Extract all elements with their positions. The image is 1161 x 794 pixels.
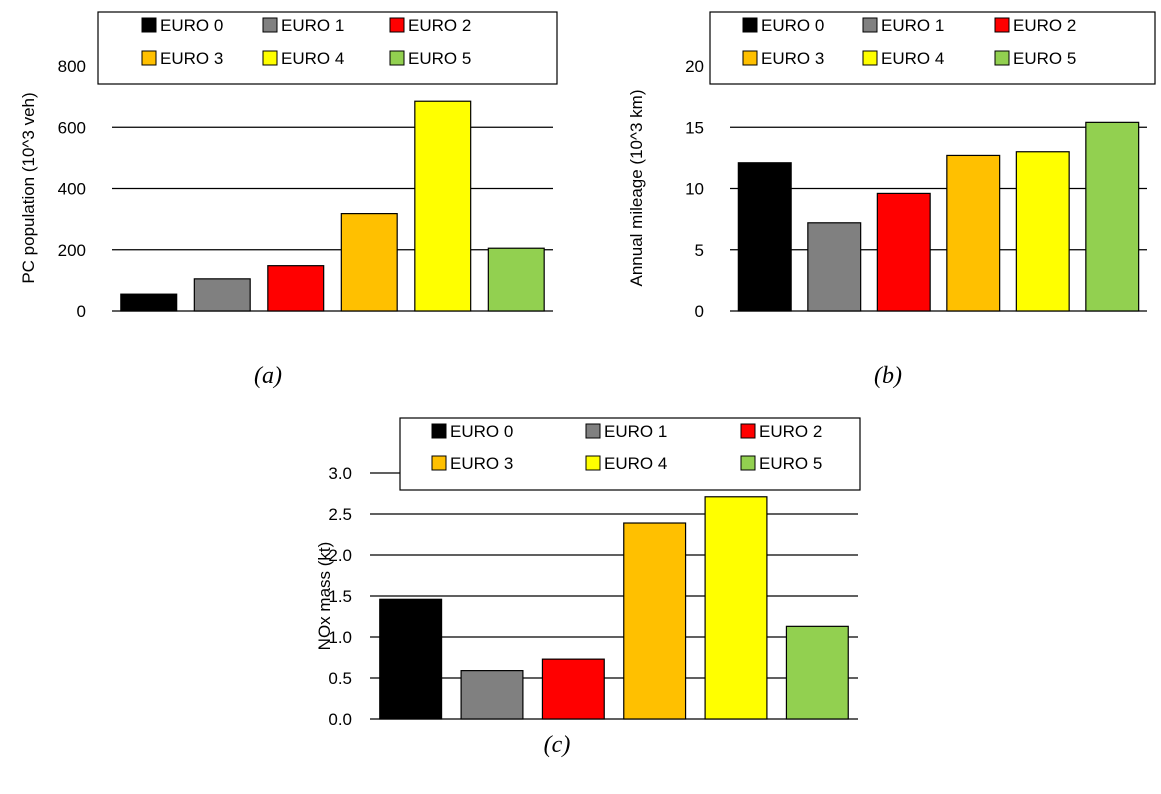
legend-label: EURO 2 [1013, 16, 1076, 35]
legend-label: EURO 2 [759, 422, 822, 441]
y-tick-label: 20 [685, 57, 704, 76]
legend-swatch-euro-2 [994, 17, 1010, 33]
bar-euro-2 [876, 192, 931, 312]
bar-euro-4 [704, 496, 768, 720]
panel-caption: (a) [254, 363, 282, 389]
bar-euro-1 [807, 222, 862, 312]
y-tick-label: 2.5 [328, 505, 352, 524]
y-axis-label: NOx mass (kt) [315, 542, 334, 651]
y-tick-label: 400 [58, 180, 86, 199]
y-tick-label: 0.5 [328, 669, 352, 688]
legend-label: EURO 0 [160, 16, 223, 35]
bar-euro-1 [193, 278, 251, 312]
legend-label: EURO 3 [450, 454, 513, 473]
legend-box [97, 11, 558, 85]
legend-label: EURO 4 [281, 49, 344, 68]
bar-euro-5 [487, 247, 545, 312]
legend: EURO 0 EURO 1 EURO 2 EURO 3 EURO 4 EURO 5 [97, 11, 558, 85]
legend-label: EURO 4 [881, 49, 944, 68]
y-tick-label: 0 [695, 302, 704, 321]
legend-swatch-euro-0 [141, 17, 157, 33]
bar-euro-2 [541, 658, 605, 720]
bar-euro-4 [1015, 151, 1070, 312]
legend-box [709, 11, 1156, 85]
y-tick-label: 15 [685, 118, 704, 137]
legend-label: EURO 2 [408, 16, 471, 35]
bar-euro-0 [379, 598, 443, 720]
legend-swatch-euro-5 [994, 50, 1010, 66]
legend-label: EURO 4 [604, 454, 667, 473]
chart-panel-0: 0 200 400 600 800 PC population (10^3 veh) EUR… [19, 11, 558, 389]
y-tick-label: 0.0 [328, 710, 352, 729]
legend-label: EURO 1 [281, 16, 344, 35]
panel-caption: (b) [874, 363, 902, 389]
y-tick-label: 600 [58, 118, 86, 137]
legend-label: EURO 5 [759, 454, 822, 473]
legend-swatch-euro-3 [141, 50, 157, 66]
y-tick-label: 3.0 [328, 464, 352, 483]
legend-swatch-euro-1 [862, 17, 878, 33]
bar-euro-3 [340, 213, 398, 312]
bar-euro-5 [1085, 121, 1140, 312]
legend-swatch-euro-4 [262, 50, 278, 66]
legend-swatch-euro-4 [862, 50, 878, 66]
legend-swatch-euro-5 [389, 50, 405, 66]
legend-swatch-euro-1 [262, 17, 278, 33]
bar-euro-4 [414, 100, 472, 312]
y-tick-label: 800 [58, 57, 86, 76]
legend-swatch-euro-0 [742, 17, 758, 33]
y-tick-label: 1.0 [328, 628, 352, 647]
y-axis-label: PC population (10^3 veh) [19, 92, 38, 283]
bar-euro-5 [785, 625, 849, 720]
legend-swatch-euro-3 [742, 50, 758, 66]
legend-label: EURO 3 [761, 49, 824, 68]
y-tick-label: 0 [77, 302, 86, 321]
legend-label: EURO 1 [604, 422, 667, 441]
y-tick-label: 200 [58, 241, 86, 260]
bar-euro-2 [267, 265, 325, 312]
y-tick-label: 5 [695, 241, 704, 260]
legend-label: EURO 0 [450, 422, 513, 441]
legend: EURO 0 EURO 1 EURO 2 EURO 3 EURO 4 EURO 5 [709, 11, 1156, 85]
legend-swatch-euro-0 [431, 423, 447, 439]
legend-label: EURO 1 [881, 16, 944, 35]
bar-euro-0 [120, 293, 178, 312]
legend-swatch-euro-1 [585, 423, 601, 439]
chart-panel-2: 0.0 0.5 1.0 1.5 2.0 2.5 3.0 NOx mass (kt) EURO 0… [315, 417, 861, 758]
legend-label: EURO 5 [408, 49, 471, 68]
panel-caption: (c) [544, 732, 571, 758]
legend-swatch-euro-5 [740, 455, 756, 471]
y-axis-label: Annual mileage (10^3 km) [627, 90, 646, 287]
legend: EURO 0 EURO 1 EURO 2 EURO 3 EURO 4 EURO 5 [399, 417, 861, 491]
legend-label: EURO 0 [761, 16, 824, 35]
bar-euro-0 [737, 162, 792, 312]
bar-euro-1 [460, 670, 524, 720]
legend-swatch-euro-2 [740, 423, 756, 439]
y-tick-label: 10 [685, 180, 704, 199]
bar-euro-3 [623, 522, 687, 720]
legend-swatch-euro-4 [585, 455, 601, 471]
legend-swatch-euro-3 [431, 455, 447, 471]
legend-label: EURO 3 [160, 49, 223, 68]
legend-swatch-euro-2 [389, 17, 405, 33]
legend-box [399, 417, 861, 491]
y-tick-label: 2.0 [328, 546, 352, 565]
bar-euro-3 [946, 154, 1001, 312]
y-tick-label: 1.5 [328, 587, 352, 606]
legend-label: EURO 5 [1013, 49, 1076, 68]
